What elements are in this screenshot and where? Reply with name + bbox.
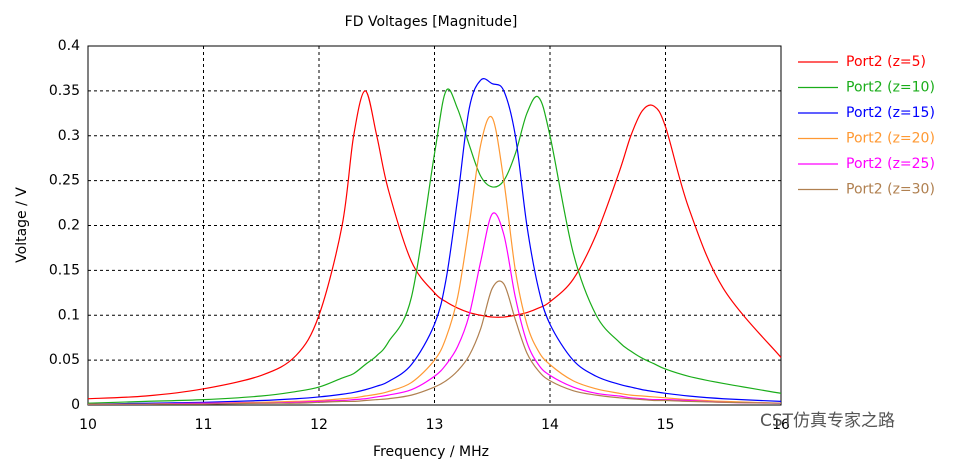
y-tick-label: 0.35 <box>49 83 80 99</box>
legend-label: Port2 (z=5) <box>846 54 926 70</box>
x-tick-label: 16 <box>772 417 790 433</box>
legend-label: Port2 (z=30) <box>846 182 935 198</box>
x-tick-label: 11 <box>195 417 213 433</box>
x-tick-label: 10 <box>79 417 97 433</box>
x-axis-label: Frequency / MHz <box>373 444 489 460</box>
y-tick-label: 0.3 <box>58 128 80 144</box>
y-tick-label: 0.4 <box>58 38 80 54</box>
chart-title: FD Voltages [Magnitude] <box>345 14 518 30</box>
legend-label: Port2 (z=20) <box>846 131 935 147</box>
legend-label: Port2 (z=15) <box>846 105 935 121</box>
plot-frame <box>87 45 782 406</box>
x-tick-label: 12 <box>310 417 328 433</box>
series-line <box>87 90 782 400</box>
legend-label: Port2 (z=10) <box>846 80 935 96</box>
series-line <box>87 78 782 405</box>
x-tick-label: 14 <box>541 417 559 433</box>
y-tick-label: 0.1 <box>58 307 80 323</box>
y-tick-label: 0.15 <box>49 262 80 278</box>
y-tick-label: 0.05 <box>49 352 80 368</box>
watermark: CST仿真专家之路 <box>760 411 895 431</box>
x-tick-label: 15 <box>657 417 675 433</box>
series-line <box>88 280 782 405</box>
x-tick-label: 13 <box>426 417 444 433</box>
legend-label: Port2 (z=25) <box>846 156 935 172</box>
series-line <box>87 115 782 405</box>
series-line <box>87 88 782 404</box>
y-tick-label: 0 <box>71 397 80 413</box>
y-axis-label: Voltage / V <box>14 187 30 263</box>
y-tick-label: 0.2 <box>58 218 80 234</box>
series-line <box>87 212 782 405</box>
y-tick-label: 0.25 <box>49 173 80 189</box>
